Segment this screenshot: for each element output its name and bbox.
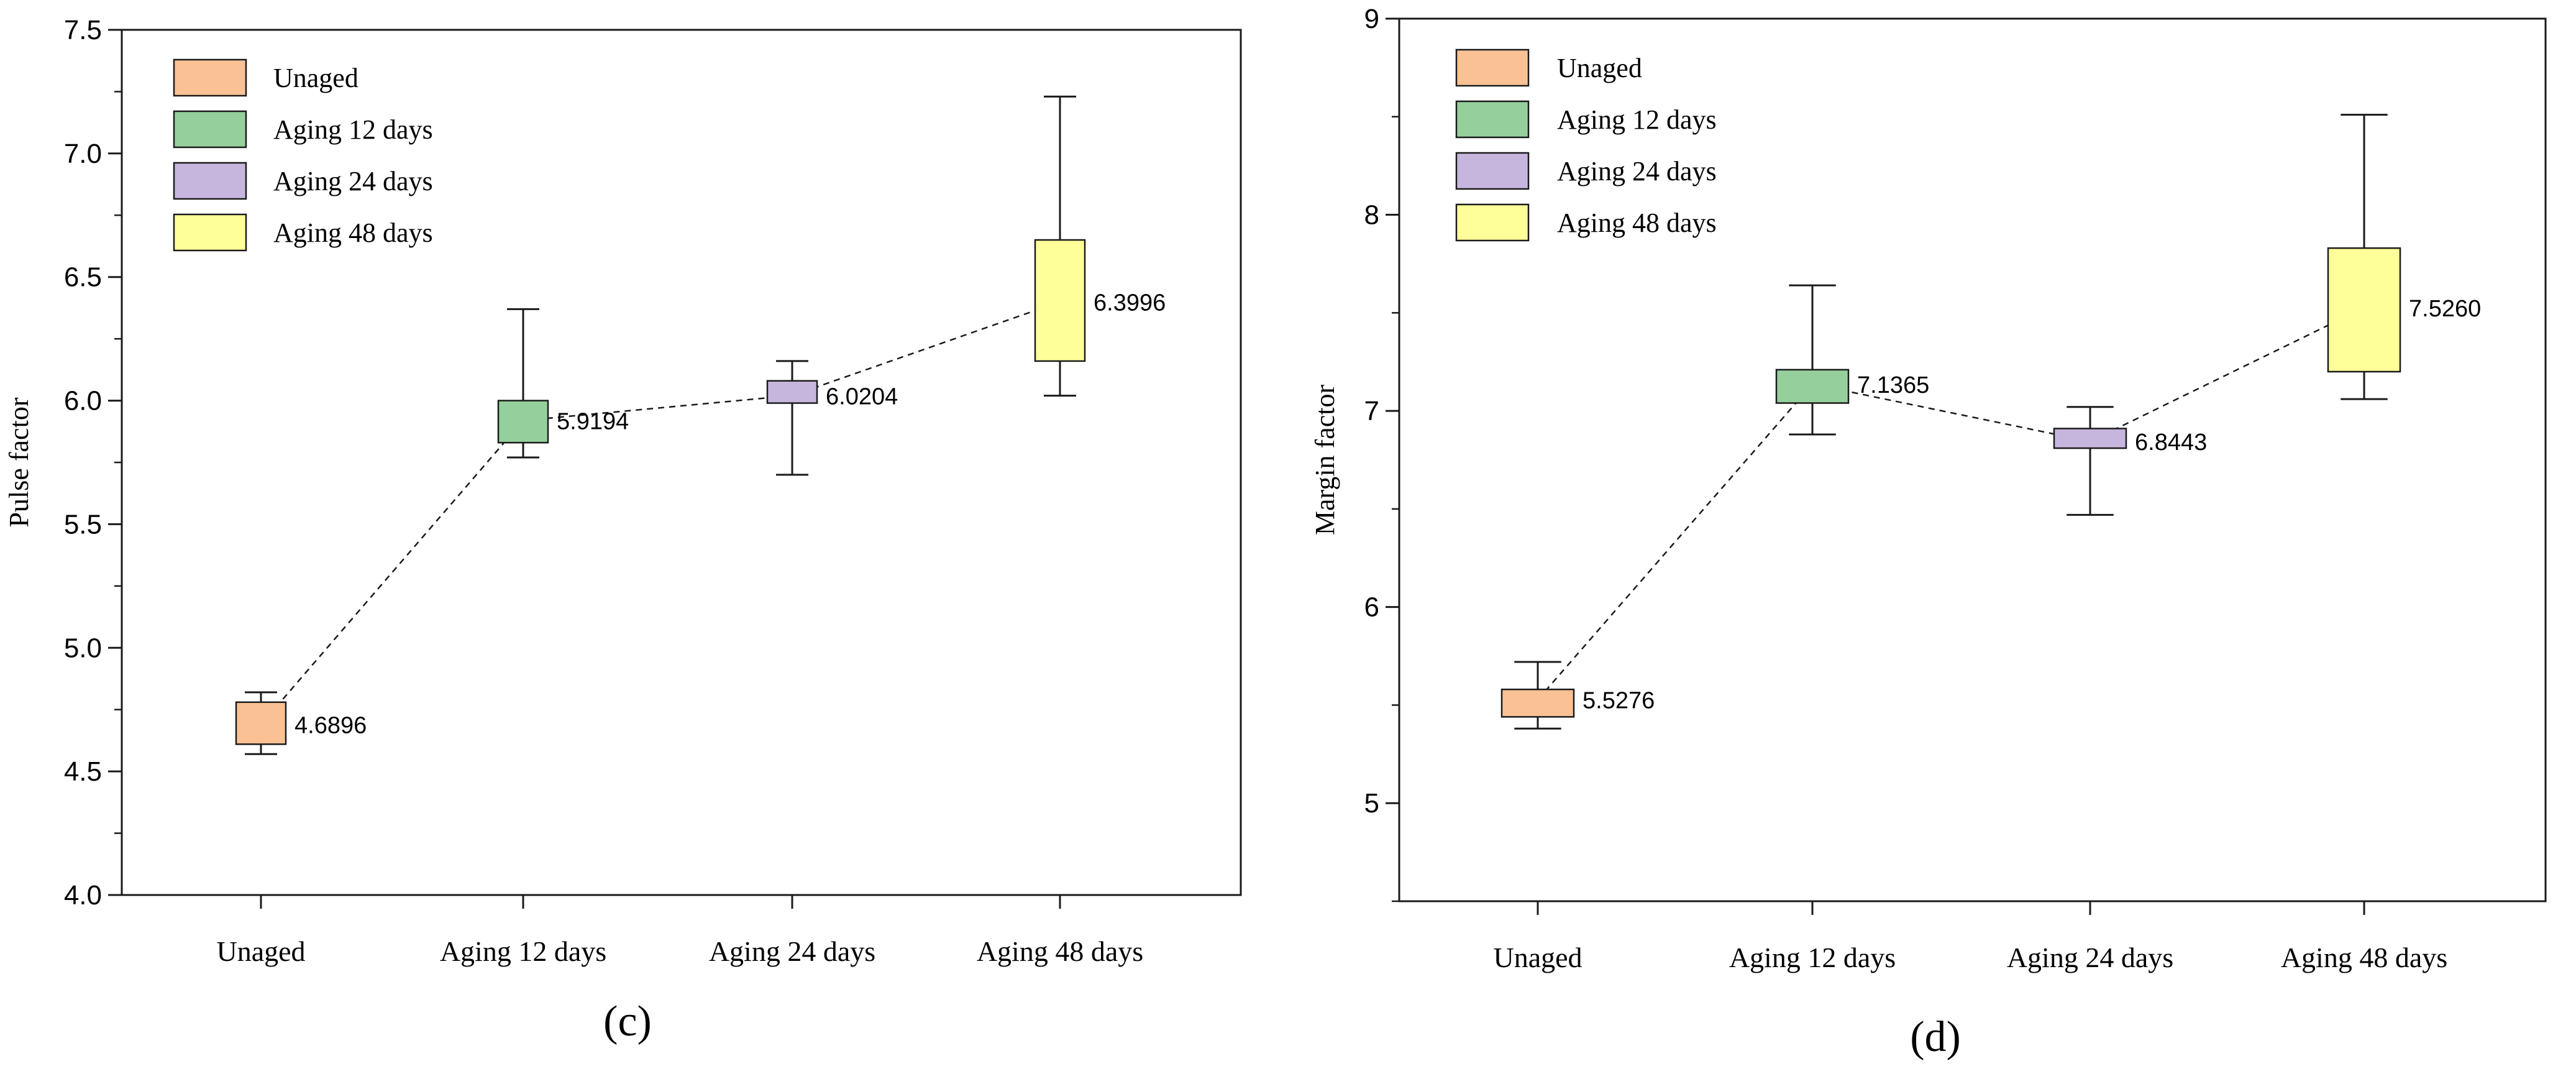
x-category-label: Unaged: [1493, 942, 1582, 973]
legend-swatch: [1455, 203, 1530, 242]
y-tick-label: 9: [1364, 4, 1379, 34]
box-2: 5.9194: [497, 308, 629, 459]
x-category-label: Aging 12 days: [440, 935, 606, 967]
legend-swatch: [1455, 152, 1530, 190]
y-tick-label: 7.5: [64, 15, 102, 45]
y-tick-label: 6.0: [64, 386, 102, 416]
mean-value-label: 6.0204: [826, 383, 898, 410]
box-1: 5.5276: [1500, 661, 1655, 730]
x-category-label: Aging 24 days: [2007, 942, 2173, 973]
box-4: 7.5260: [2327, 114, 2481, 400]
legend-label: Aging 24 days: [273, 166, 433, 196]
legend-label: Aging 12 days: [273, 114, 433, 145]
box-1: 4.6896: [235, 691, 367, 755]
legend-label: Unaged: [1557, 53, 1642, 83]
mean-trend-line: [260, 301, 1061, 725]
y-axis-title: Margin factor: [1310, 384, 1340, 535]
y-tick-label: 6.5: [64, 262, 102, 293]
x-category-label: Aging 48 days: [2281, 942, 2447, 973]
y-tick-label: 5: [1364, 788, 1379, 819]
legend-swatch: [173, 58, 247, 97]
legend-swatch: [173, 213, 247, 252]
y-tick-label: 4.5: [64, 756, 102, 787]
y-tick-label: 4.0: [64, 880, 102, 911]
box-body: [2053, 428, 2127, 449]
panel-label: (d): [1910, 1013, 1961, 1061]
x-category-label: Aging 24 days: [709, 935, 875, 967]
legend-label: Unaged: [273, 63, 359, 93]
legend-swatch: [1455, 100, 1530, 139]
x-category-label: Aging 48 days: [977, 935, 1143, 967]
box-2: 7.1365: [1775, 284, 1929, 436]
box-4: 6.3996: [1034, 95, 1166, 397]
box-3: 6.0204: [766, 360, 898, 476]
mean-value-label: 6.3996: [1094, 290, 1166, 316]
x-category-label: Aging 12 days: [1729, 942, 1896, 973]
y-tick-label: 7.0: [64, 139, 102, 169]
legend-label: Aging 48 days: [1557, 208, 1717, 238]
y-tick-label: 7: [1364, 396, 1379, 426]
legend-swatch: [1455, 48, 1530, 87]
box-body: [1034, 239, 1086, 362]
panel-label: (c): [603, 998, 652, 1045]
mean-value-label: 7.5260: [2409, 296, 2481, 322]
legend-label: Aging 12 days: [1557, 104, 1717, 135]
legend-swatch: [173, 162, 247, 200]
plot-frame: [121, 29, 1242, 896]
chart-panel-d: 5 6 7 8 9 Margin factor Unaged Aging 12 days Agi…: [1310, 4, 2547, 1061]
legend-label: Aging 48 days: [273, 218, 433, 248]
y-tick-label: 6: [1364, 592, 1379, 623]
legend: Unaged Aging 12 days Aging 24 days Aging 48…: [1455, 48, 1717, 242]
y-tick-label: 5.5: [64, 509, 102, 539]
y-tick-label: 8: [1364, 200, 1379, 231]
mean-value-label: 5.5276: [1583, 688, 1655, 714]
y-tick-label: 5.0: [64, 633, 102, 663]
chart-panel-c: 4.0 4.5 5.0 5.5 6.0 6.5 7.0 7.5 Pulse factor Unag…: [4, 15, 1242, 1045]
mean-value-label: 6.8443: [2135, 429, 2207, 456]
box-body: [235, 701, 287, 745]
legend-swatch: [173, 110, 247, 149]
box-body: [2327, 247, 2401, 373]
plot-frame: [1398, 17, 2547, 902]
box-body: [766, 380, 818, 404]
mean-value-label: 5.9194: [557, 409, 629, 435]
box-body: [1500, 688, 1575, 718]
box-body: [1775, 369, 1850, 404]
box-3: 6.8443: [2053, 406, 2207, 516]
mean-trend-line: [1537, 307, 2365, 700]
box-body: [497, 400, 549, 444]
legend: Unaged Aging 12 days Aging 24 days Aging 48…: [173, 58, 433, 252]
legend-label: Aging 24 days: [1557, 156, 1717, 186]
mean-value-label: 7.1365: [1857, 372, 1929, 398]
y-axis-title: Pulse factor: [4, 397, 34, 527]
x-category-label: Unaged: [216, 935, 305, 967]
mean-value-label: 4.6896: [295, 713, 367, 739]
